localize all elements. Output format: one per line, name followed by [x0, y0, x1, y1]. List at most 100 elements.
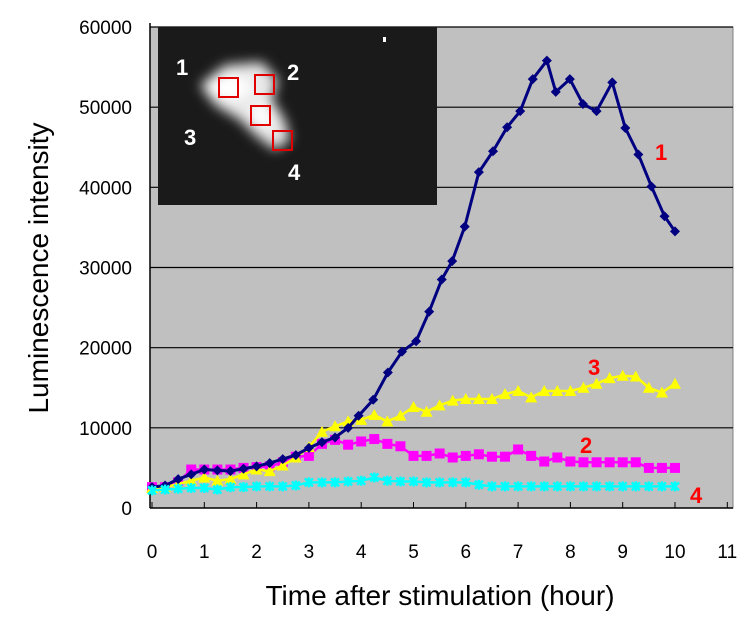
data-point-series-1	[473, 167, 484, 178]
data-point-series-4	[356, 475, 367, 486]
data-point-series-1	[212, 465, 223, 476]
data-point-series-2	[421, 450, 432, 461]
y-tick-label: 50000	[79, 98, 132, 119]
data-point-series-2	[473, 449, 484, 460]
data-point-series-2	[656, 462, 667, 473]
data-point-series-1	[502, 122, 513, 133]
data-point-series-1	[459, 221, 470, 232]
data-point-series-1	[487, 146, 498, 157]
data-point-series-4	[186, 482, 197, 493]
data-point-series-2	[513, 444, 524, 455]
data-point-series-1	[290, 450, 301, 461]
data-point-series-2	[578, 457, 589, 468]
data-point-series-2	[460, 450, 471, 461]
data-point-series-3	[185, 474, 198, 486]
data-point-series-1	[564, 74, 575, 85]
data-point-series-2	[408, 450, 419, 461]
data-point-series-2	[539, 456, 550, 467]
inset-label-1: 1	[176, 55, 188, 80]
data-point-series-1	[186, 469, 197, 480]
data-point-series-3	[655, 386, 668, 398]
data-point-series-1	[173, 474, 184, 485]
data-point-series-1	[447, 256, 458, 267]
data-point-series-2	[343, 439, 354, 450]
data-point-series-3	[485, 392, 498, 404]
y-tick-label: 40000	[79, 178, 132, 199]
data-point-series-1	[424, 306, 435, 317]
data-point-series-3	[629, 370, 642, 382]
series-4	[147, 472, 680, 496]
data-point-series-4	[264, 481, 275, 492]
data-point-series-4	[421, 477, 432, 488]
roi-box-1	[218, 77, 239, 98]
data-point-series-4	[277, 481, 288, 492]
x-tick-label: 4	[356, 542, 367, 563]
inset-label-2: 2	[287, 60, 299, 85]
data-point-series-2	[303, 450, 314, 461]
data-point-series-2	[670, 462, 680, 473]
y-tick-label: 10000	[79, 419, 132, 440]
roi-box-3	[250, 105, 271, 126]
data-point-series-3	[551, 384, 564, 396]
data-point-series-4	[173, 483, 184, 494]
data-point-series-4	[657, 481, 667, 492]
data-point-series-3	[276, 459, 289, 471]
series-label-4: 4	[690, 483, 703, 508]
data-point-series-2	[356, 436, 367, 447]
series-label-1: 1	[655, 140, 667, 165]
series-3	[146, 369, 681, 493]
y-tick-label: 60000	[79, 18, 132, 39]
data-point-series-2	[565, 456, 576, 467]
data-point-series-3	[459, 392, 472, 404]
data-point-series-1	[550, 86, 561, 97]
data-point-series-4	[160, 484, 170, 495]
data-point-series-2	[500, 451, 511, 462]
data-point-series-1	[633, 149, 644, 160]
data-point-series-3	[472, 392, 485, 404]
data-point-series-4	[604, 481, 615, 492]
data-point-series-4	[447, 477, 458, 488]
data-point-series-4	[473, 479, 484, 490]
inset-label-3: 3	[184, 125, 196, 150]
data-point-series-4	[630, 481, 641, 492]
data-point-series-2	[447, 452, 458, 463]
data-point-series-3	[603, 372, 616, 384]
data-point-series-4	[147, 485, 157, 496]
data-point-series-1	[527, 74, 538, 85]
data-point-series-2	[552, 452, 563, 463]
data-point-series-4	[238, 482, 249, 493]
data-point-series-1	[577, 98, 588, 109]
data-point-series-1	[670, 226, 680, 237]
data-point-series-4	[343, 476, 354, 487]
data-point-series-3	[577, 381, 590, 393]
data-point-series-3	[446, 394, 459, 406]
inset-label-4: 4	[288, 160, 301, 185]
data-point-series-4	[539, 481, 550, 492]
data-point-series-3	[420, 405, 433, 417]
data-point-series-4	[578, 481, 589, 492]
data-point-series-4	[526, 481, 537, 492]
data-point-series-2	[382, 438, 393, 449]
data-point-series-1	[411, 336, 422, 347]
data-point-series-4	[513, 481, 523, 492]
data-point-series-3	[538, 384, 551, 396]
data-point-series-2	[643, 462, 654, 473]
data-point-series-1	[238, 463, 249, 474]
x-axis-title: Time after stimulation (hour)	[265, 580, 614, 611]
data-point-series-3	[329, 420, 342, 432]
data-point-series-1	[515, 106, 526, 117]
data-point-series-3	[590, 377, 603, 389]
data-point-series-4	[617, 481, 628, 492]
series-label-2: 2	[580, 433, 592, 458]
data-point-series-2	[486, 451, 497, 462]
data-point-series-3	[263, 465, 276, 477]
bright-speck	[383, 37, 386, 42]
data-point-series-3	[381, 415, 394, 427]
data-point-series-2	[604, 457, 615, 468]
data-point-series-4	[382, 475, 393, 486]
data-point-series-3	[237, 468, 250, 480]
data-point-series-4	[670, 481, 680, 492]
series-1	[147, 55, 680, 493]
